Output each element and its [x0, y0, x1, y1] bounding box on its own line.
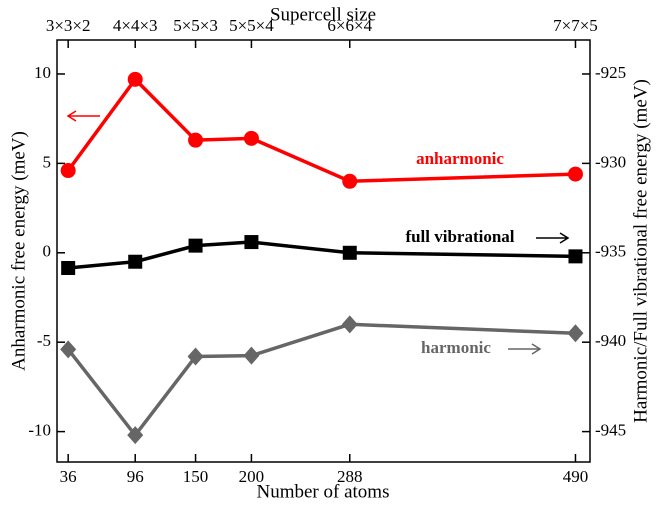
- marker: [243, 130, 259, 146]
- y2-tick-label: -925: [595, 63, 626, 82]
- marker: [60, 163, 76, 179]
- harmonic-label: harmonic: [421, 338, 491, 357]
- y2-tick-label: -945: [595, 421, 626, 440]
- marker: [127, 71, 143, 87]
- x-tick-label: 288: [337, 467, 363, 486]
- plot-frame: [56, 39, 591, 463]
- marker: [341, 315, 358, 334]
- x-tick-label: 200: [239, 467, 265, 486]
- x-tick-label: 36: [60, 467, 77, 486]
- y2-tick-label: -930: [595, 152, 626, 171]
- marker: [342, 245, 357, 260]
- x2-tick-label: 7×7×5: [553, 16, 598, 35]
- x2-tick-label: 5×5×3: [173, 16, 218, 35]
- marker: [60, 340, 77, 359]
- marker: [243, 346, 260, 365]
- y2-tick-label: -940: [595, 331, 626, 350]
- y-tick-label: 5: [43, 152, 52, 171]
- series-line: [68, 240, 576, 270]
- marker: [568, 249, 583, 264]
- y-tick-label: -5: [37, 331, 51, 350]
- y-axis-title: Anharmonic free energy (meV): [8, 131, 29, 371]
- x2-tick-label: 6×6×4: [327, 16, 372, 35]
- top-axis-title: Supercell size: [270, 4, 376, 25]
- marker: [128, 254, 143, 269]
- marker: [567, 324, 584, 343]
- x2-tick-label: 4×4×3: [113, 16, 158, 35]
- x-tick-label: 490: [563, 467, 589, 486]
- x-tick-label: 96: [127, 467, 144, 486]
- marker: [127, 426, 144, 445]
- y-tick-label: -10: [28, 421, 51, 440]
- y-tick-label: 0: [43, 242, 52, 261]
- y2-tick-label: -935: [595, 242, 626, 261]
- anharmonic-label: anharmonic: [416, 149, 504, 168]
- marker: [188, 238, 203, 253]
- y2-axis-title: Harmonic/Full vibrational free energy (m…: [630, 79, 651, 423]
- marker: [567, 166, 583, 182]
- full-vibrational-label: full vibrational: [405, 227, 514, 246]
- arrows: [66, 110, 570, 355]
- marker: [187, 347, 204, 366]
- marker: [61, 260, 76, 275]
- x-axis-title: Number of atoms: [257, 481, 390, 502]
- marker: [244, 235, 259, 250]
- marker: [342, 173, 358, 189]
- marker: [188, 132, 204, 148]
- x2-tick-label: 3×3×2: [46, 16, 91, 35]
- x-tick-label: 150: [183, 467, 209, 486]
- y-tick-label: 10: [34, 63, 51, 82]
- x2-tick-label: 5×5×4: [229, 16, 274, 35]
- series-line: [66, 76, 576, 184]
- series-line: [66, 322, 576, 439]
